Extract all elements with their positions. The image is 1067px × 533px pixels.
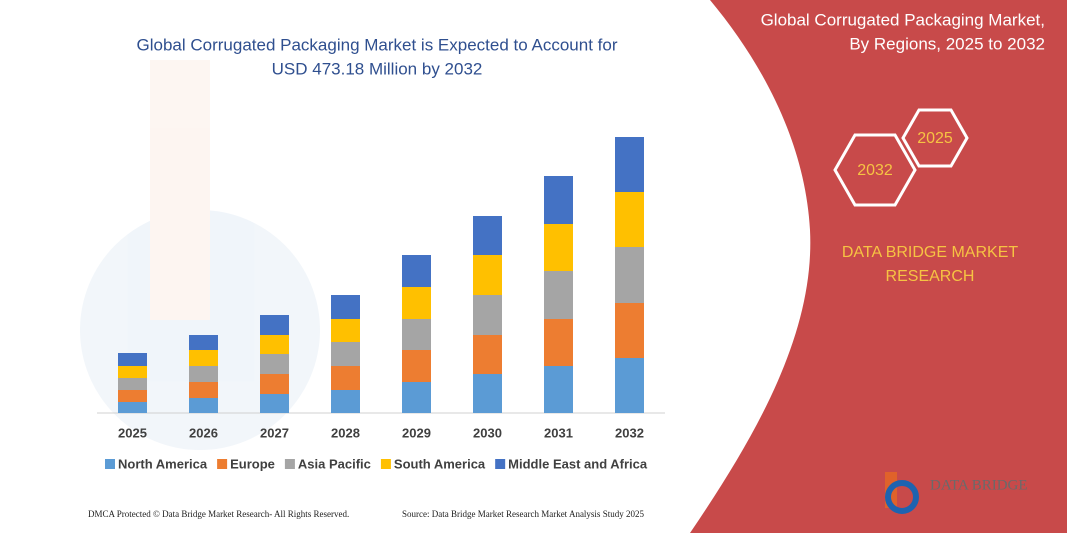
- x-tick-label: 2029: [402, 425, 431, 440]
- x-tick-label: 2027: [260, 425, 289, 440]
- bar-segment: [260, 394, 289, 413]
- brand-text: RESEARCH: [886, 268, 975, 285]
- bar-segment: [189, 382, 218, 398]
- bar-segment: [615, 303, 644, 358]
- x-tick-label: 2028: [331, 425, 360, 440]
- panel-title: Global Corrugated Packaging Market,: [761, 10, 1045, 29]
- bar-segment: [331, 295, 360, 319]
- bar-segment: [544, 366, 573, 413]
- bar-segment: [402, 255, 431, 287]
- bar-segment: [402, 287, 431, 319]
- bar-segment: [615, 192, 644, 247]
- bar-segment: [118, 353, 147, 366]
- legend-label: Europe: [230, 456, 275, 471]
- bar-segment: [402, 319, 431, 350]
- bar-segment: [189, 398, 218, 413]
- bar-segment: [260, 315, 289, 335]
- bar-segment: [544, 176, 573, 224]
- bar-segment: [615, 247, 644, 303]
- logo-text: DATA BRIDGE: [930, 477, 1028, 493]
- x-tick-label: 2032: [615, 425, 644, 440]
- bar-segment: [544, 319, 573, 366]
- x-tick-label: 2031: [544, 425, 573, 440]
- bar-segment: [544, 271, 573, 319]
- bar-segment: [260, 335, 289, 354]
- legend-swatch: [217, 459, 228, 469]
- bar-segment: [189, 335, 218, 350]
- legend: North America Europe Asia Pacific South Ame…: [105, 456, 648, 471]
- bar-segment: [118, 366, 147, 378]
- hexagon-label: 2025: [917, 130, 953, 147]
- x-tick-label: 2026: [189, 425, 218, 440]
- chart-title: Global Corrugated Packaging Market is Ex…: [137, 35, 618, 54]
- legend-label: North America: [118, 456, 208, 471]
- footer-text: Source: Data Bridge Market Research Mark…: [402, 509, 644, 519]
- bar-segment: [118, 378, 147, 390]
- bar-segment: [615, 137, 644, 192]
- legend-label: Middle East and Africa: [508, 456, 648, 471]
- legend-swatch: [495, 459, 506, 469]
- bar-segment: [544, 224, 573, 271]
- hexagon: [833, 133, 917, 207]
- bar-segment: [189, 366, 218, 382]
- bar-segment: [615, 358, 644, 413]
- bar-segment: [473, 255, 502, 295]
- bar-segment: [118, 390, 147, 402]
- chart-title: USD 473.18 Million by 2032: [272, 59, 483, 78]
- logo: DATA BRIDGE: [885, 472, 1028, 514]
- legend-swatch: [284, 459, 295, 469]
- legend-label: Asia Pacific: [298, 456, 371, 471]
- x-tick-label: 2025: [118, 425, 147, 440]
- panel-title: By Regions, 2025 to 2032: [849, 34, 1045, 53]
- legend-swatch: [380, 459, 391, 469]
- bar-segment: [402, 382, 431, 413]
- bar-segment: [331, 366, 360, 390]
- logo-mark: [885, 480, 919, 514]
- footer-text: DMCA Protected © Data Bridge Market Rese…: [88, 509, 349, 519]
- bar-segment: [260, 354, 289, 374]
- plot: 2025 2026 2027 2028 2029 2030 2031 2032: [118, 137, 644, 440]
- hexagon: [901, 108, 969, 168]
- bar-segment: [473, 335, 502, 374]
- bar-segment: [473, 295, 502, 335]
- legend-swatch: [105, 459, 115, 469]
- bar-segment: [331, 342, 360, 366]
- bar-segment: [118, 402, 147, 413]
- bar-segment: [260, 374, 289, 394]
- x-tick-label: 2030: [473, 425, 502, 440]
- bar-segment: [331, 319, 360, 342]
- bar-segment: [331, 390, 360, 413]
- brand-text: DATA BRIDGE MARKET: [842, 244, 1019, 261]
- bar-segment: [402, 350, 431, 382]
- bar-segment: [473, 374, 502, 413]
- hexagon-label: 2032: [857, 162, 893, 179]
- bar-segment: [189, 350, 218, 366]
- bar-segment: [473, 216, 502, 255]
- side-panel: [690, 0, 1067, 533]
- legend-label: South America: [394, 456, 486, 471]
